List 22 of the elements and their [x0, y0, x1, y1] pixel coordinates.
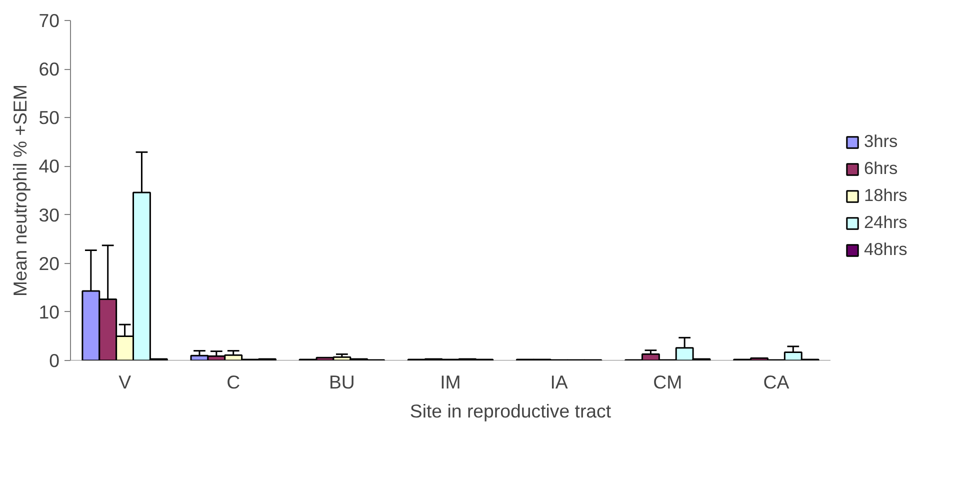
legend-label: 18hrs	[864, 185, 908, 206]
x-tick-label: CM	[653, 372, 682, 392]
y-axis-title: Mean neutrophil % +SEM	[10, 84, 31, 297]
x-tick-label: C	[226, 372, 240, 392]
y-tick-label: 50	[38, 107, 60, 128]
y-tick-label: 30	[38, 204, 60, 226]
y-tick-label: 20	[38, 252, 60, 274]
y-tick-label: 10	[38, 301, 60, 322]
x-tick-label: BU	[328, 372, 355, 392]
legend-label: 24hrs	[864, 212, 908, 233]
y-tick-label: 0	[49, 350, 60, 371]
y-tick-label: 40	[38, 156, 60, 177]
y-tick-label: 70	[38, 10, 60, 31]
x-tick-label: CA	[763, 372, 790, 392]
x-axis-title: Site in reproductive tract	[410, 400, 612, 422]
x-tick-label: V	[118, 372, 132, 392]
x-tick-label: IA	[550, 372, 568, 392]
x-tick-label: IM	[440, 372, 461, 392]
legend-label: 3hrs	[864, 131, 898, 152]
legend-label: 6hrs	[864, 158, 898, 179]
y-tick-label: 60	[38, 58, 60, 80]
legend-label: 48hrs	[864, 239, 908, 260]
